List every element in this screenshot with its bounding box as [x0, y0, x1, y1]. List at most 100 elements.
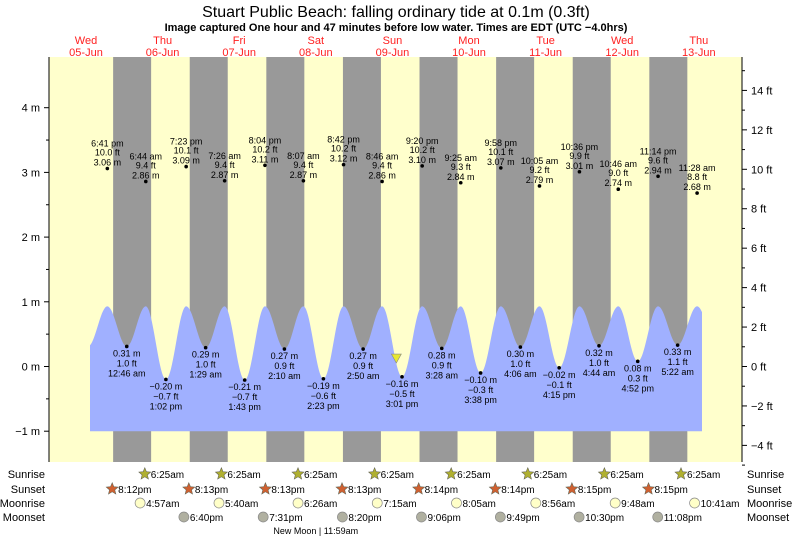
low-tide-m: −0.02 m	[543, 370, 576, 380]
high-tide-point	[222, 179, 227, 183]
high-tide-m: 2.94 m	[644, 165, 672, 175]
high-tide-time: 8:46 am	[366, 151, 399, 161]
moonrise-icon	[451, 497, 462, 509]
high-tide-ft: 9.4 ft	[215, 160, 236, 170]
high-tide-ft: 10.2 ft	[331, 144, 357, 154]
moonrise-time: 7:15am	[383, 499, 416, 510]
right-axis-tick-label: 2 ft	[751, 322, 766, 334]
sunset-row-label-right: Sunset	[747, 484, 781, 496]
left-axis-tick-label: 4 m	[22, 103, 40, 115]
sunrise-icon	[367, 467, 382, 480]
moonset-time: 9:49pm	[506, 513, 539, 524]
high-tide-ft: 10.1 ft	[174, 146, 200, 156]
day-date-label: 12-Jun	[605, 47, 639, 59]
day-date-label: 05-Jun	[69, 47, 103, 59]
low-tide-time: 4:06 am	[504, 369, 537, 379]
low-tide-point	[124, 344, 129, 349]
low-tide-time: 4:15 pm	[543, 390, 576, 400]
low-tide-point	[400, 375, 404, 379]
moonrise-row-label-right: Moonrise	[747, 498, 792, 510]
high-tide-point	[184, 164, 188, 169]
high-tide-time: 9:58 pm	[485, 138, 518, 148]
high-tide-time: 10:05 am	[521, 156, 559, 166]
right-axis-tick-label: 8 ft	[751, 204, 766, 216]
low-tide-m: 0.30 m	[507, 349, 535, 359]
right-axis-tick-label: −4 ft	[751, 440, 773, 452]
high-tide-ft: 9.4 ft	[293, 160, 314, 170]
sunset-icon	[565, 482, 579, 495]
moonrise-time: 9:48am	[621, 499, 654, 510]
high-tide-point	[458, 180, 463, 185]
high-tide-time: 9:20 pm	[406, 136, 439, 146]
day-name-label: Thu	[153, 35, 172, 47]
high-tide-ft: 10.1 ft	[488, 147, 514, 157]
low-tide-point	[203, 345, 208, 350]
low-tide-time: 12:46 am	[108, 368, 146, 378]
low-tide-ft: 0.9 ft	[353, 361, 374, 371]
low-tide-time: 2:10 am	[268, 371, 301, 381]
right-axis-tick-label: 6 ft	[751, 243, 766, 255]
day-name-label: Fri	[233, 35, 246, 47]
day-name-label: Thu	[689, 35, 708, 47]
low-tide-ft: 1.0 ft	[196, 360, 217, 370]
high-tide-m: 2.74 m	[605, 178, 633, 188]
new-moon-label: New Moon | 11:59am	[273, 526, 358, 536]
low-tide-ft: −0.7 ft	[232, 392, 258, 402]
sunset-icon	[258, 482, 273, 495]
left-axis-tick-label: 3 m	[22, 167, 40, 179]
chart-title: Stuart Public Beach: falling ordinary ti…	[202, 4, 590, 21]
low-tide-ft: −0.5 ft	[389, 389, 415, 399]
high-tide-m: 2.87 m	[290, 170, 318, 180]
sunset-time: 8:15pm	[655, 485, 688, 496]
sunrise-time: 6:25am	[610, 470, 643, 481]
high-tide-point	[420, 164, 424, 168]
day-name-label: Wed	[75, 35, 97, 47]
high-tide-time: 7:23 pm	[170, 137, 203, 147]
high-tide-time: 10:36 pm	[561, 142, 599, 152]
sunrise-time: 6:25am	[534, 470, 567, 481]
low-tide-m: 0.27 m	[349, 351, 377, 361]
low-tide-m: 0.29 m	[192, 350, 220, 360]
high-tide-m: 2.87 m	[211, 170, 239, 180]
high-tide-time: 7:26 am	[208, 151, 241, 161]
sunrise-icon	[444, 467, 458, 480]
low-tide-m: 0.31 m	[113, 348, 141, 358]
high-tide-ft: 9.0 ft	[608, 168, 629, 178]
high-tide-time: 10:46 am	[599, 159, 637, 169]
sunset-icon	[641, 482, 656, 495]
sunset-time: 8:14pm	[501, 485, 534, 496]
sunrise-time: 6:25am	[381, 470, 414, 481]
high-tide-ft: 9.2 ft	[529, 165, 550, 175]
high-tide-point	[143, 179, 148, 184]
right-axis-tick-label: 0 ft	[751, 362, 766, 374]
right-axis-tick-label: 12 ft	[751, 125, 772, 137]
low-tide-ft: 1.0 ft	[510, 359, 531, 369]
low-tide-point	[361, 347, 365, 351]
moonrise-time: 8:05am	[462, 499, 495, 510]
low-tide-ft: 0.3 ft	[628, 373, 649, 383]
low-tide-ft: −0.6 ft	[311, 391, 337, 401]
low-tide-m: −0.20 m	[150, 381, 183, 391]
moonset-icon	[652, 511, 664, 523]
low-tide-m: −0.16 m	[386, 379, 419, 389]
moonset-icon	[178, 511, 190, 523]
moonrise-time: 6:26am	[304, 499, 337, 510]
high-tide-ft: 10.0 ft	[95, 148, 121, 158]
high-tide-time: 8:42 pm	[327, 135, 360, 145]
high-tide-time: 8:04 pm	[249, 135, 282, 145]
sunrise-time: 6:25am	[151, 470, 184, 481]
moonset-icon	[573, 511, 585, 523]
low-tide-ft: 1.0 ft	[117, 358, 138, 368]
sunset-time: 8:14pm	[425, 485, 458, 496]
high-tide-ft: 9.4 ft	[136, 160, 157, 170]
low-tide-time: 4:44 am	[583, 368, 616, 378]
day-date-label: 07-Jun	[222, 47, 256, 59]
high-tide-point	[263, 163, 267, 168]
sunrise-icon	[521, 467, 535, 480]
day-date-label: 11-Jun	[529, 47, 562, 59]
high-tide-time: 8:07 am	[287, 151, 320, 161]
low-tide-ft: −0.7 ft	[153, 391, 179, 401]
high-tide-m: 2.79 m	[526, 175, 554, 185]
day-date-label: 13-Jun	[682, 47, 716, 59]
low-tide-m: 0.08 m	[624, 363, 652, 373]
